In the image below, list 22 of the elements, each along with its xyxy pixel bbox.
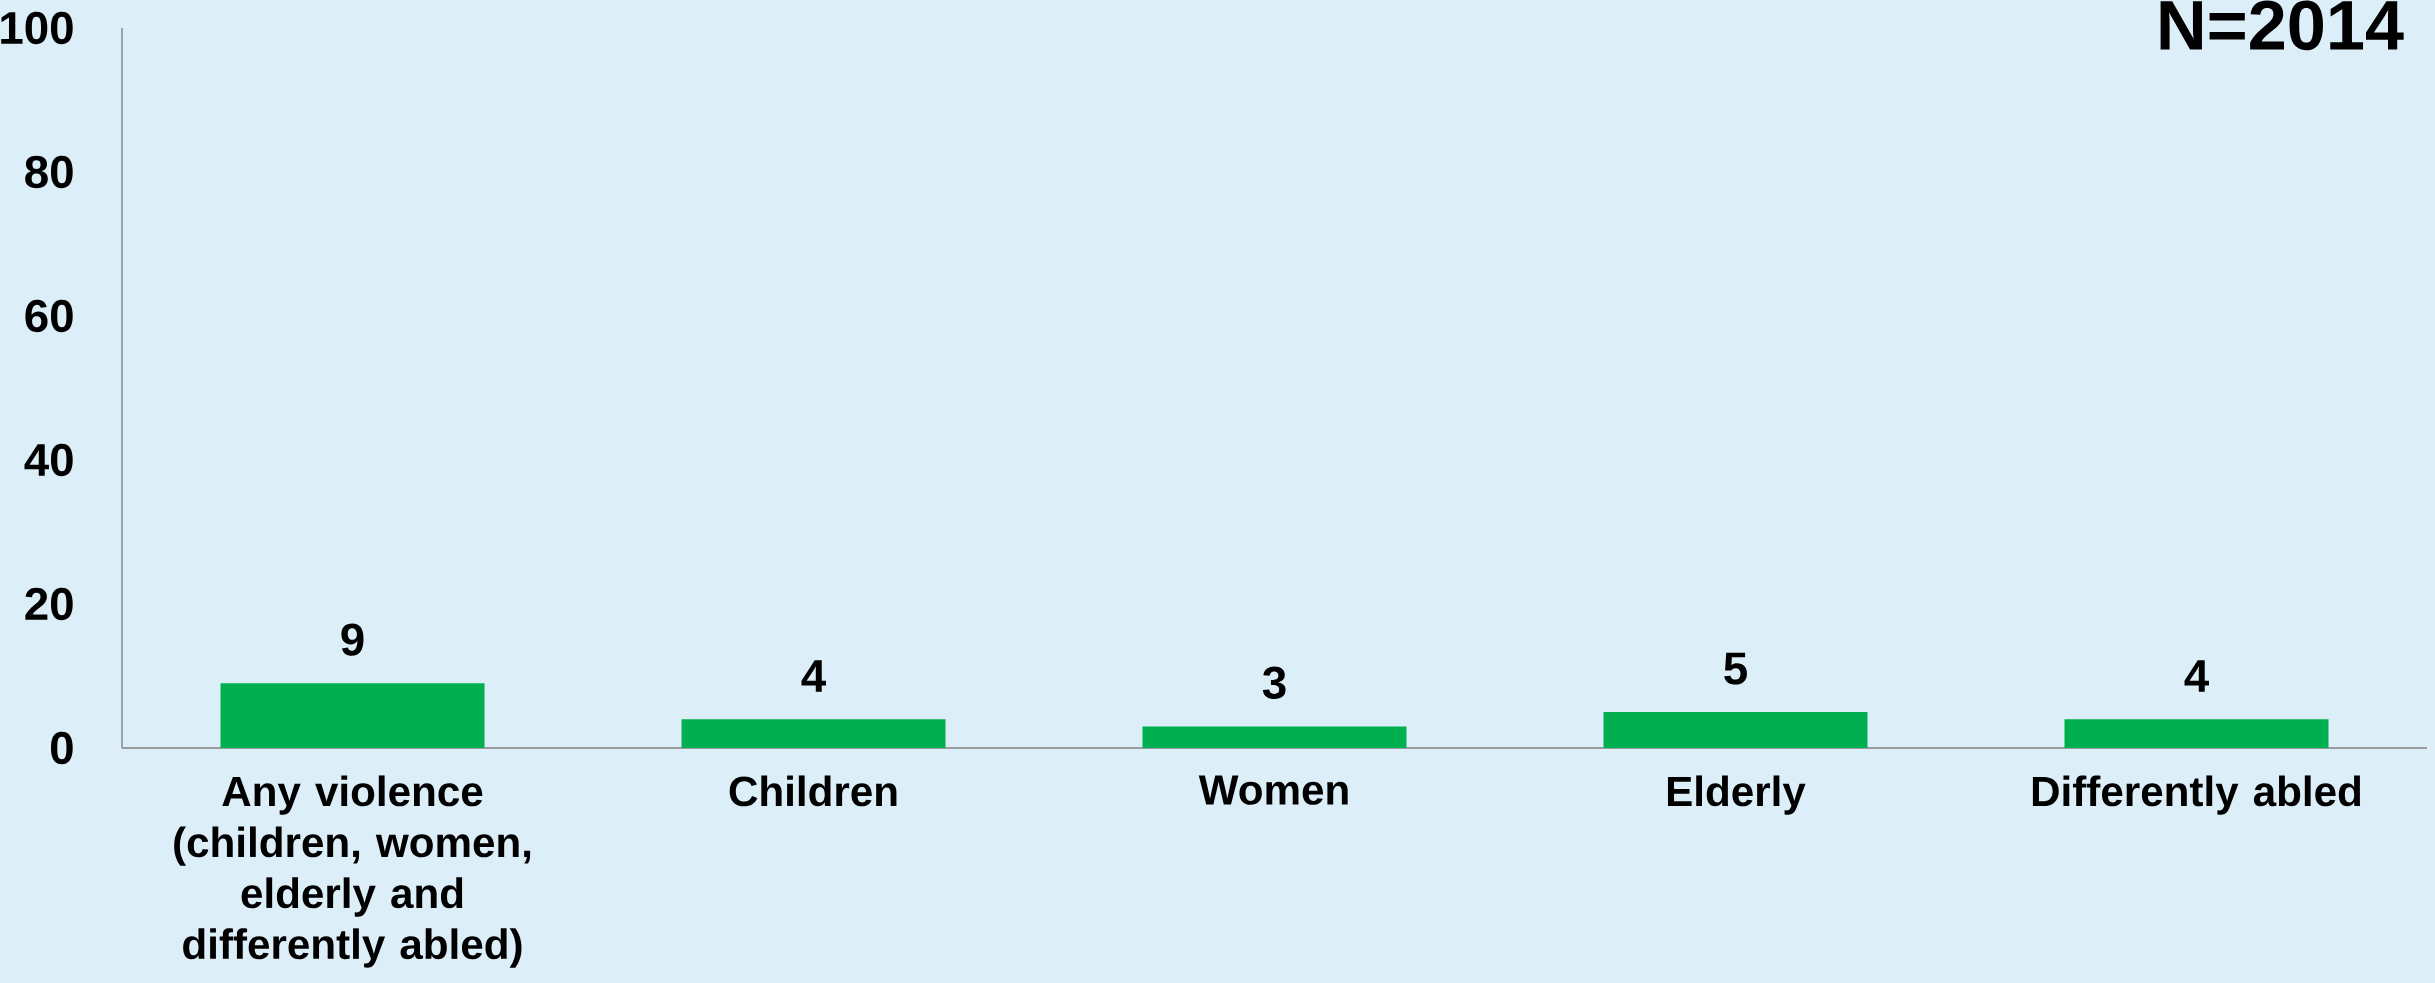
x-tick-label: Women (1198, 775, 1348, 805)
y-tick-label: 100 (1, 11, 73, 45)
bar (1142, 726, 1407, 748)
data-label: 9 (341, 623, 364, 656)
data-label: 4 (801, 660, 826, 692)
data-label: 5 (1724, 652, 1747, 685)
bar (2064, 719, 2329, 748)
x-tick-label: Differently abled (2032, 775, 2361, 815)
y-tick-label: 20 (25, 587, 73, 621)
bar (681, 719, 946, 748)
x-tick-label: Elderly (1667, 775, 1806, 815)
y-tick-label: 60 (25, 299, 73, 333)
bar (1603, 712, 1868, 748)
bar (220, 683, 485, 748)
data-label: 3 (1262, 666, 1286, 699)
chart-title: N=2014 (2160, 0, 2404, 51)
y-tick-label: 40 (24, 443, 73, 477)
x-tick-label: Children (729, 775, 897, 807)
x-tick-label: Any violence (children, women, elderly and differently abled) (174, 775, 531, 968)
y-tick-label: 80 (25, 155, 73, 189)
y-tick-label: 0 (51, 731, 73, 765)
data-label: 4 (2184, 660, 2209, 692)
